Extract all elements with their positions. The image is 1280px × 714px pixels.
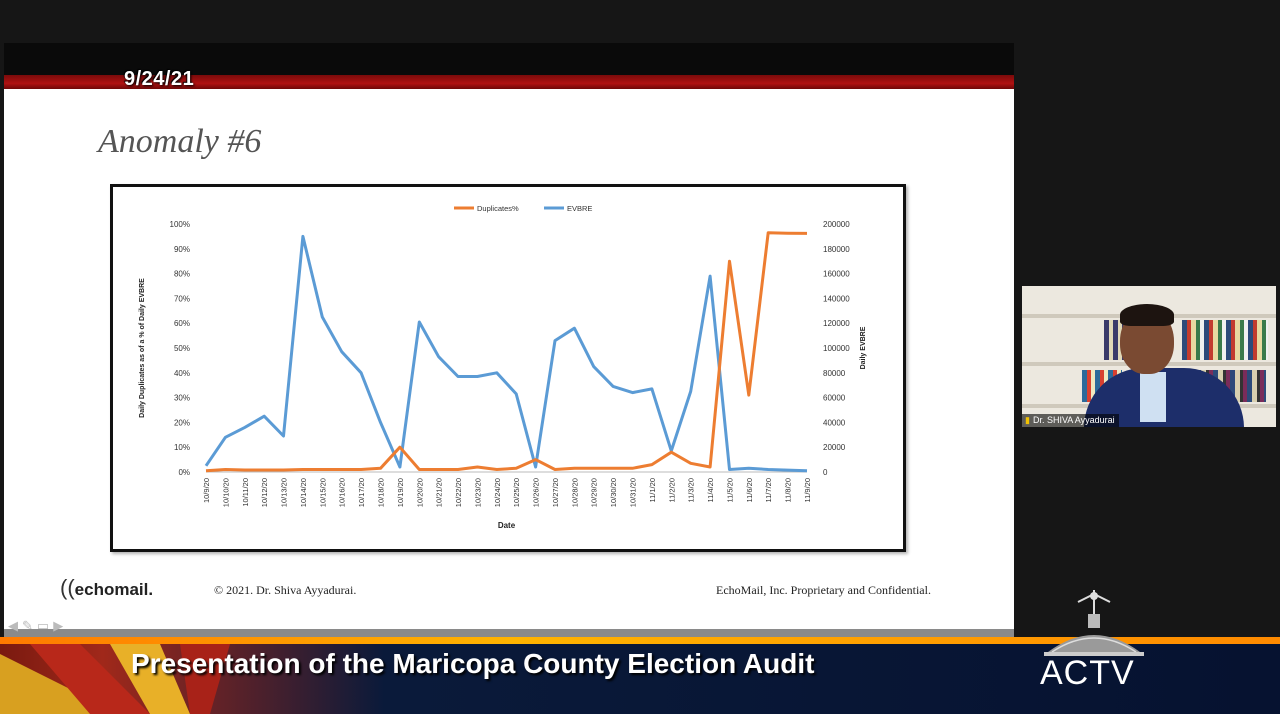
- x-tick-label: 10/14/20: [299, 478, 308, 507]
- left-tick-label: 70%: [174, 294, 190, 303]
- slide-nav-strip: [4, 629, 1014, 638]
- x-tick-label: 10/15/20: [318, 478, 327, 507]
- left-tick-label: 60%: [174, 319, 190, 328]
- date-overlay: 9/24/21: [124, 68, 195, 90]
- slide-top-bar: [4, 43, 1014, 75]
- speaker-shirt: [1140, 372, 1166, 422]
- presentation-slide: Anomaly #6 0% 10% 20% 30% 40% 50% 60% 70% 80% 90%…: [4, 89, 1014, 629]
- pen-icon[interactable]: ✎: [22, 618, 37, 633]
- right-tick-label: 100000: [823, 344, 850, 353]
- x-tick-label: 10/20/20: [415, 478, 424, 507]
- x-tick-label: 10/10/20: [221, 478, 230, 507]
- x-axis-title: Date: [498, 521, 516, 530]
- x-tick-label: 10/13/20: [280, 478, 289, 507]
- x-tick-label: 11/2/20: [667, 478, 676, 502]
- anomaly-chart: 0% 10% 20% 30% 40% 50% 60% 70% 80% 90% 100% 0 20000 4…: [110, 184, 906, 552]
- x-tick-label: 10/24/20: [493, 478, 502, 507]
- prev-arrow-icon[interactable]: ◀: [8, 618, 22, 633]
- slide-title: Anomaly #6: [98, 123, 262, 160]
- x-tick-label: 10/31/20: [629, 478, 638, 507]
- left-tick-label: 30%: [174, 394, 190, 403]
- x-tick-label: 10/12/20: [260, 478, 269, 507]
- slide-red-bar: [4, 75, 1014, 89]
- footer-copyright: © 2021. Dr. Shiva Ayyadurai.: [214, 583, 357, 597]
- right-tick-label: 120000: [823, 319, 850, 328]
- right-tick-label: 40000: [823, 418, 846, 427]
- left-tick-label: 20%: [174, 418, 190, 427]
- x-tick-label: 10/26/20: [532, 478, 541, 507]
- x-tick-label: 11/3/20: [687, 478, 696, 502]
- series-line-evbre: [204, 234, 808, 473]
- slide-nav-controls[interactable]: ◀✎▭▶: [8, 618, 67, 634]
- left-tick-label: 10%: [174, 443, 190, 452]
- x-tick-label: 11/8/20: [784, 478, 793, 502]
- x-tick-label: 11/7/20: [764, 478, 773, 502]
- x-tick-label: 11/1/20: [648, 478, 657, 502]
- left-tick-label: 40%: [174, 369, 190, 378]
- footer-confidential: EchoMail, Inc. Proprietary and Confident…: [716, 583, 931, 597]
- right-axis-title: Daily EVBRE: [860, 326, 867, 369]
- right-tick-label: 200000: [823, 220, 850, 229]
- right-tick-label: 180000: [823, 245, 850, 254]
- right-tick-label: 20000: [823, 443, 846, 452]
- x-tick-label: 10/29/20: [590, 478, 599, 507]
- x-tick-label: 10/16/20: [338, 478, 347, 507]
- x-tick-label: 10/23/20: [473, 478, 482, 507]
- right-tick-label: 160000: [823, 270, 850, 279]
- left-tick-label: 0%: [178, 468, 190, 477]
- echomail-logo-text: echomail.: [74, 580, 154, 599]
- series-line-duplicates-: [205, 231, 808, 473]
- left-tick-label: 90%: [174, 245, 190, 254]
- x-tick-label: 10/25/20: [512, 478, 521, 507]
- echomail-swirl-icon: ((: [60, 575, 75, 600]
- participant-name: Dr. SHIVA Ayyadurai: [1032, 415, 1115, 425]
- speaker-hair: [1120, 304, 1174, 326]
- x-tick-label: 10/11/20: [241, 478, 250, 507]
- right-tick-label: 80000: [823, 369, 846, 378]
- x-tick-label: 11/5/20: [725, 478, 734, 502]
- left-axis-title: Daily Duplicates as of a % of Daily EVBR…: [139, 278, 146, 418]
- banner-accent-line: [0, 637, 1280, 644]
- x-tick-label: 10/30/20: [609, 478, 618, 507]
- left-tick-label: 50%: [174, 344, 190, 353]
- left-tick-label: 100%: [170, 220, 190, 229]
- x-tick-label: 11/6/20: [745, 478, 754, 502]
- actv-logo-text: ACTV: [1040, 654, 1135, 692]
- x-tick-label: 10/21/20: [435, 478, 444, 507]
- x-tick-label: 10/22/20: [454, 478, 463, 507]
- chart-svg: 0% 10% 20% 30% 40% 50% 60% 70% 80% 90% 100% 0 20000 4…: [139, 204, 867, 530]
- right-tick-label: 60000: [823, 394, 846, 403]
- x-tick-label: 10/18/20: [376, 478, 385, 507]
- x-tick-label: 10/17/20: [357, 478, 366, 507]
- menu-icon[interactable]: ▭: [36, 618, 54, 633]
- right-tick-label: 140000: [823, 294, 850, 303]
- x-tick-label: 10/19/20: [396, 478, 405, 507]
- speaker-video-tile[interactable]: ▮ Dr. SHIVA Ayyadurai: [1022, 286, 1276, 427]
- signal-strength-icon: ▮: [1025, 415, 1030, 425]
- x-tick-label: 10/28/20: [570, 478, 579, 507]
- x-tick-label: 10/9/20: [202, 478, 211, 503]
- x-tick-label: 11/9/20: [803, 478, 812, 502]
- actv-capitol-logo: [1044, 590, 1144, 656]
- banner-title: Presentation of the Maricopa County Elec…: [131, 648, 815, 679]
- x-tick-label: 11/4/20: [706, 478, 715, 502]
- legend-label: Duplicates%: [477, 204, 519, 213]
- left-tick-label: 80%: [174, 270, 190, 279]
- echomail-logo: ((echomail.: [60, 575, 153, 601]
- participant-name-tag: ▮ Dr. SHIVA Ayyadurai: [1022, 414, 1119, 427]
- legend-label: EVBRE: [567, 204, 592, 213]
- books: [1182, 320, 1268, 360]
- x-tick-label: 10/27/20: [551, 478, 560, 507]
- right-tick-label: 0: [823, 468, 828, 477]
- arizona-flag-rays: [0, 644, 230, 714]
- next-arrow-icon[interactable]: ▶: [53, 618, 68, 633]
